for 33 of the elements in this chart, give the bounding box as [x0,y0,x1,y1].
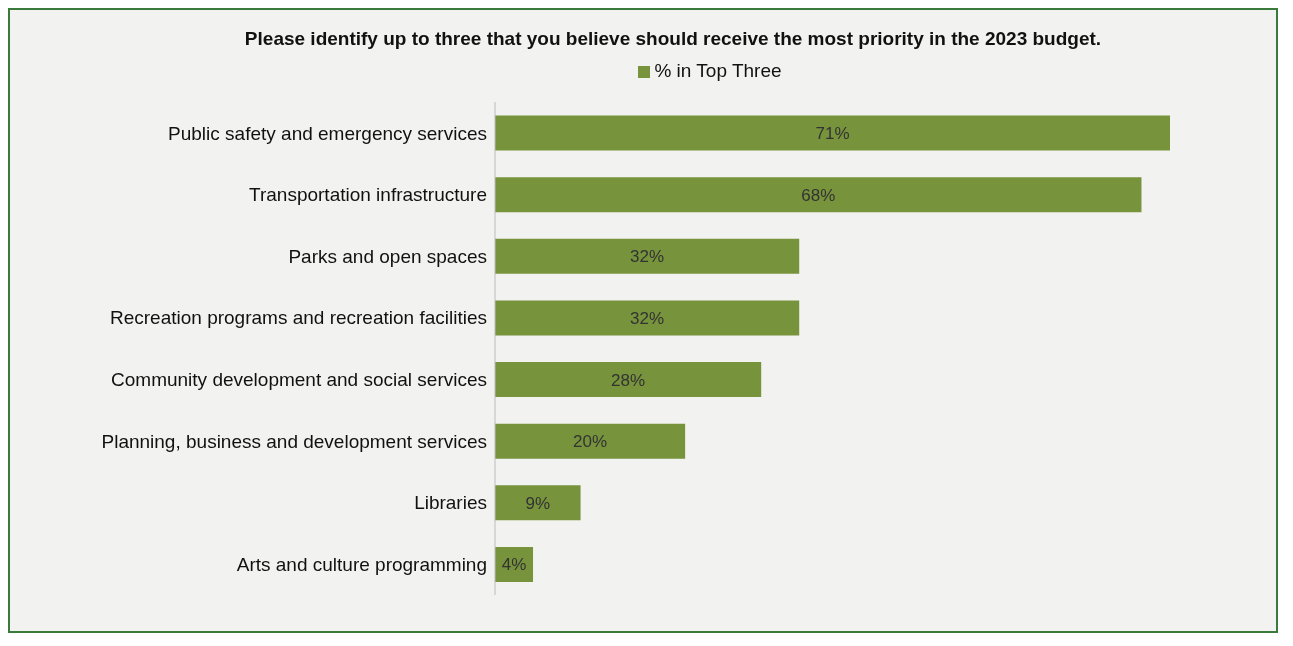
text: % [649,308,665,328]
legend-label: % in Top Three [654,60,782,81]
data-label: 32 [630,308,650,328]
data-label: 20 [573,431,592,451]
text: % [630,370,646,390]
y-tick-label: Recreation programs and recreation facilities [109,307,487,329]
text: % [834,123,850,143]
bar [495,485,581,521]
y-tick-label: Transportation infrastructure [249,184,487,206]
y-tick-label: Planning, business and development services [101,430,487,452]
text: % [591,431,608,451]
bar [495,300,800,336]
data-label: 32 [630,246,650,266]
y-tick-label: Public safety and emergency services [168,122,487,144]
bar [495,177,1142,213]
bar [495,238,800,274]
y-tick-label: Parks and open spaces [288,245,487,267]
bar [495,115,1170,151]
text: % [820,185,836,205]
text: % [649,246,665,266]
y-tick-label: Libraries [414,492,487,514]
chart-title: Please identify up to three that you believe should receive the most priority in the 2023 budget. [243,27,1103,50]
y-tick-label: Arts and culture programming [236,553,487,575]
text: % [534,493,551,513]
data-label: 28 [611,370,630,390]
bar [495,362,762,398]
text: % [511,554,527,574]
y-tick-label: Community development and social services [111,369,487,391]
data-label: 71 [815,123,835,143]
data-label: 68 [801,185,821,205]
bar [495,423,686,459]
data-label: 4 [501,554,512,574]
data-label: 9 [525,493,535,513]
